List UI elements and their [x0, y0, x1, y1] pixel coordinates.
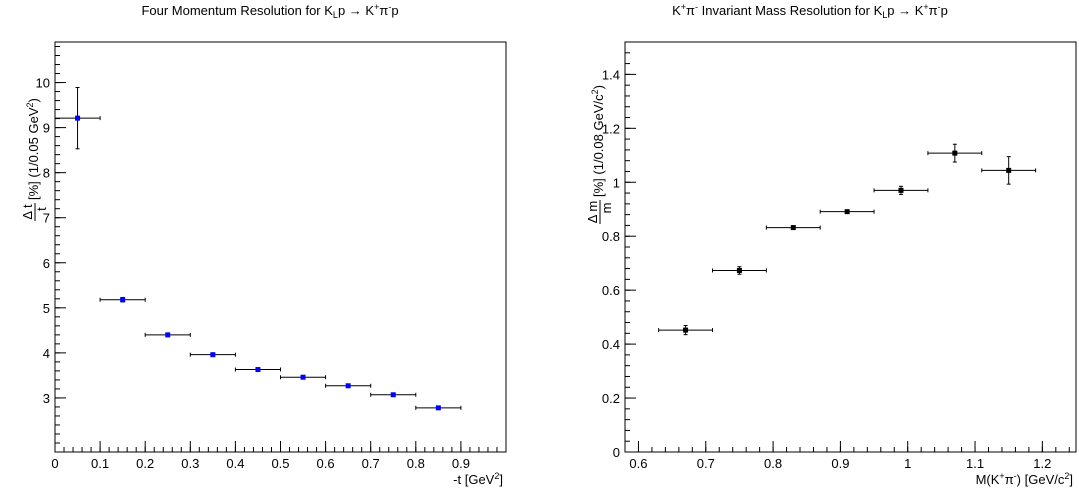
data-point [658, 324, 714, 336]
x-tick-label: 1 [904, 456, 911, 471]
x-tick-label: 0.4 [226, 456, 244, 471]
x-tick-label: 0.8 [764, 456, 782, 471]
y-tick-label: 4 [43, 346, 50, 361]
y-tick-label: 1.4 [602, 67, 620, 82]
y-tick-label: 1.2 [602, 121, 620, 136]
chart-title-left: Four Momentum Resolution for KLp → K+π-p [141, 2, 398, 20]
y-tick-label: 0 [613, 445, 620, 460]
x-tick-label: 0.3 [181, 456, 199, 471]
marker [844, 209, 850, 215]
svg-text:Δ t: Δ t [20, 204, 35, 220]
y-tick-label: 10 [36, 76, 50, 91]
y-tick-label: 6 [43, 256, 50, 271]
axes-right: 0.6 0.7 0.8 0.9 1 1.1 1.2 0 0.2 0.4 0.6 0.8 1 1.2 1.4 [602, 41, 1070, 471]
marker [165, 332, 171, 338]
x-tick-label: 1.2 [1033, 456, 1051, 471]
y-tick-label: 7 [43, 211, 50, 226]
marker [255, 367, 261, 373]
axes-left: 0 0.1 0.2 0.3 0.4 0.5 0.6 0.7 0.8 0.9 3 4 5 6 7 8 9 10 [36, 46, 507, 471]
data-point [415, 405, 462, 411]
data-point [819, 209, 875, 215]
y-tick-label: 0.6 [602, 283, 620, 298]
y-tick-label: 5 [43, 301, 50, 316]
marker [390, 392, 396, 398]
data-point [234, 367, 281, 373]
x-tick-label: 0.2 [136, 456, 154, 471]
svg-text:[%] (1/0.08 GeV/c2): [%] (1/0.08 GeV/c2) [590, 85, 606, 197]
data-point [325, 383, 372, 389]
marker [898, 187, 904, 193]
chart-title-right: K+π- Invariant Mass Resolution for KLp →… [672, 2, 948, 20]
chart-panel-right: K+π- Invariant Mass Resolution for KLp →… [585, 2, 1077, 487]
svg-text:[%] (1/0.05 GeV2): [%] (1/0.05 GeV2) [25, 98, 41, 200]
plot-frame-left [54, 41, 507, 453]
data-point [54, 87, 101, 150]
marker [210, 352, 216, 358]
y-axis-label-left: Δ t t [%] (1/0.05 GeV2) [20, 98, 49, 221]
data-point [99, 296, 146, 303]
x-tick-label: 0.7 [697, 456, 715, 471]
plot-frame-right [624, 41, 1077, 453]
y-tick-label: 9 [43, 121, 50, 136]
data-point [189, 352, 236, 358]
x-tick-label: 0.8 [407, 456, 425, 471]
x-tick-label: 0.9 [452, 456, 470, 471]
marker [683, 327, 689, 333]
y-tick-label: 0.4 [602, 337, 620, 352]
y-tick-label: 1 [613, 175, 620, 190]
x-tick-label: 0.5 [271, 456, 289, 471]
data-point [712, 266, 767, 275]
data-points-right [658, 143, 1037, 336]
x-axis-label-right: M(K+π-) [GeV/c2] [976, 471, 1073, 487]
data-point [280, 374, 327, 380]
svg-text:t: t [34, 207, 49, 211]
marker [120, 297, 126, 303]
marker [75, 115, 81, 121]
data-points-left [54, 87, 462, 411]
y-tick-label: 0.2 [602, 391, 620, 406]
x-tick-label: 0.6 [317, 456, 335, 471]
data-point [144, 332, 191, 338]
data-point [765, 225, 821, 231]
svg-text:m: m [599, 203, 614, 214]
x-tick-label: 0 [51, 456, 58, 471]
data-point [873, 185, 929, 195]
y-tick-label: 0.8 [602, 229, 620, 244]
marker [952, 150, 958, 156]
marker [790, 225, 796, 231]
marker [435, 405, 441, 411]
marker [736, 267, 742, 273]
x-tick-label: 1.1 [966, 456, 984, 471]
data-point [927, 143, 983, 163]
data-point [370, 392, 417, 398]
x-tick-label: 0.9 [831, 456, 849, 471]
svg-text:Δ m: Δ m [585, 201, 600, 223]
y-tick-label: 8 [43, 166, 50, 181]
x-axis-label-left: -t [GeV2] [453, 471, 503, 487]
marker [345, 383, 351, 389]
x-tick-label: 0.7 [362, 456, 380, 471]
marker [300, 374, 306, 380]
data-point [981, 156, 1037, 185]
chart-panel-left: Four Momentum Resolution for KLp → K+π-p… [20, 2, 507, 487]
y-tick-label: 3 [43, 391, 50, 406]
x-tick-label: 0.6 [629, 456, 647, 471]
y-axis-label-right: Δ m m [%] (1/0.08 GeV/c2) [585, 85, 614, 224]
x-tick-label: 0.1 [91, 456, 109, 471]
marker [1006, 167, 1012, 173]
